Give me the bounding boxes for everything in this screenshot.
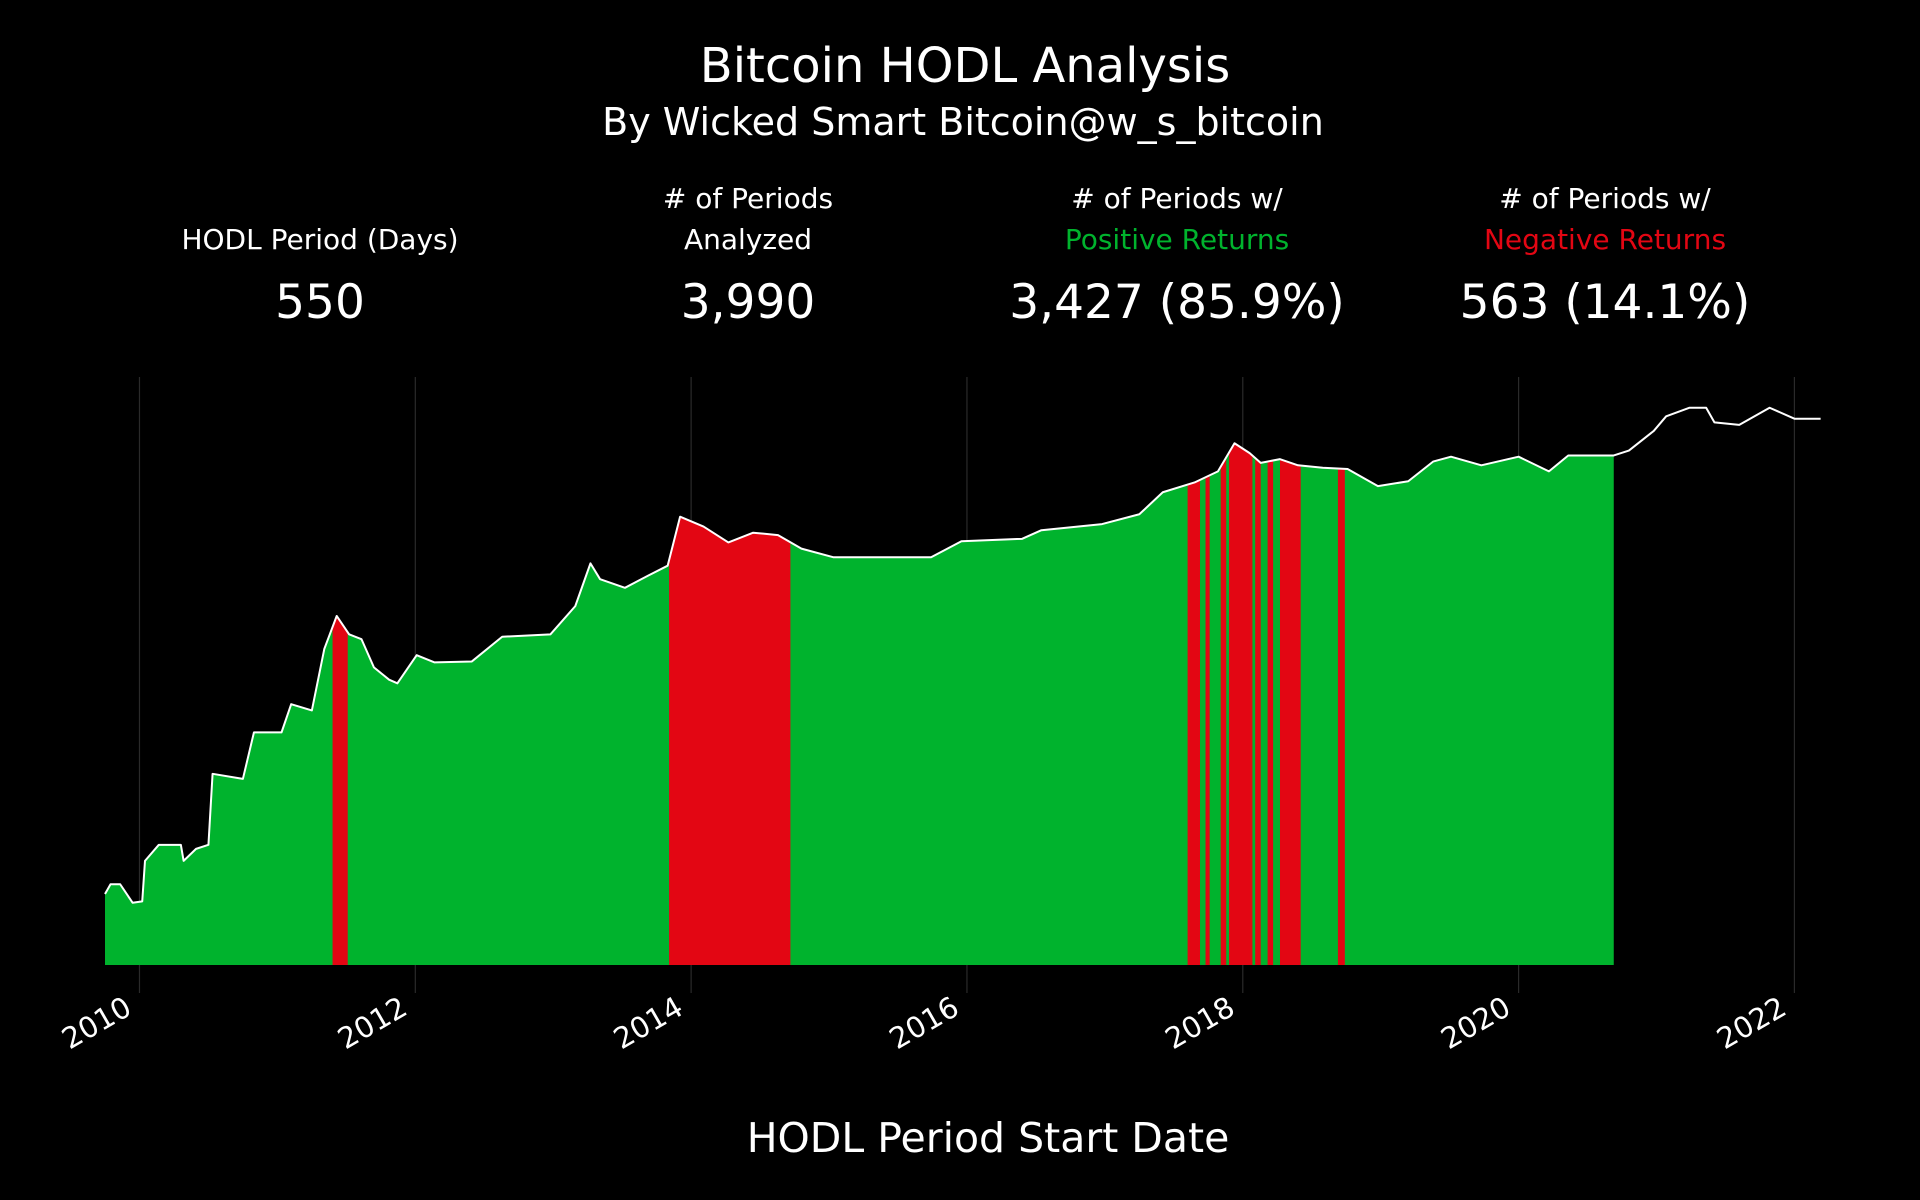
- stat-label: HODL Period (Days): [181, 223, 458, 256]
- stat-value: 563 (14.1%): [1460, 275, 1751, 330]
- negative-period: [1187, 407, 1201, 965]
- stat-value: 3,427 (85.9%): [1009, 275, 1344, 330]
- negative-period: [1205, 407, 1210, 965]
- stat-value: 3,990: [681, 275, 816, 330]
- stat-label: # of Periods w/: [1071, 182, 1283, 215]
- negative-period: [1228, 407, 1253, 965]
- negative-period: [1337, 407, 1345, 965]
- negative-period: [1255, 407, 1261, 965]
- stat-label: Analyzed: [684, 223, 812, 256]
- chart-title: Bitcoin HODL Analysis: [700, 38, 1230, 94]
- stat-label: # of Periods: [663, 182, 833, 215]
- stat-highlight: Positive Returns: [1065, 223, 1289, 256]
- stat-label: # of Periods w/: [1499, 182, 1711, 215]
- negative-period: [1220, 407, 1227, 965]
- x-axis-label: HODL Period Start Date: [747, 1114, 1230, 1162]
- negative-period: [1280, 407, 1301, 965]
- negative-period: [1267, 407, 1274, 965]
- chart-subtitle: By Wicked Smart Bitcoin@w_s_bitcoin: [602, 100, 1324, 144]
- stat-value: 550: [275, 275, 365, 330]
- stat-highlight: Negative Returns: [1484, 223, 1726, 256]
- price-line: [104, 406, 1821, 904]
